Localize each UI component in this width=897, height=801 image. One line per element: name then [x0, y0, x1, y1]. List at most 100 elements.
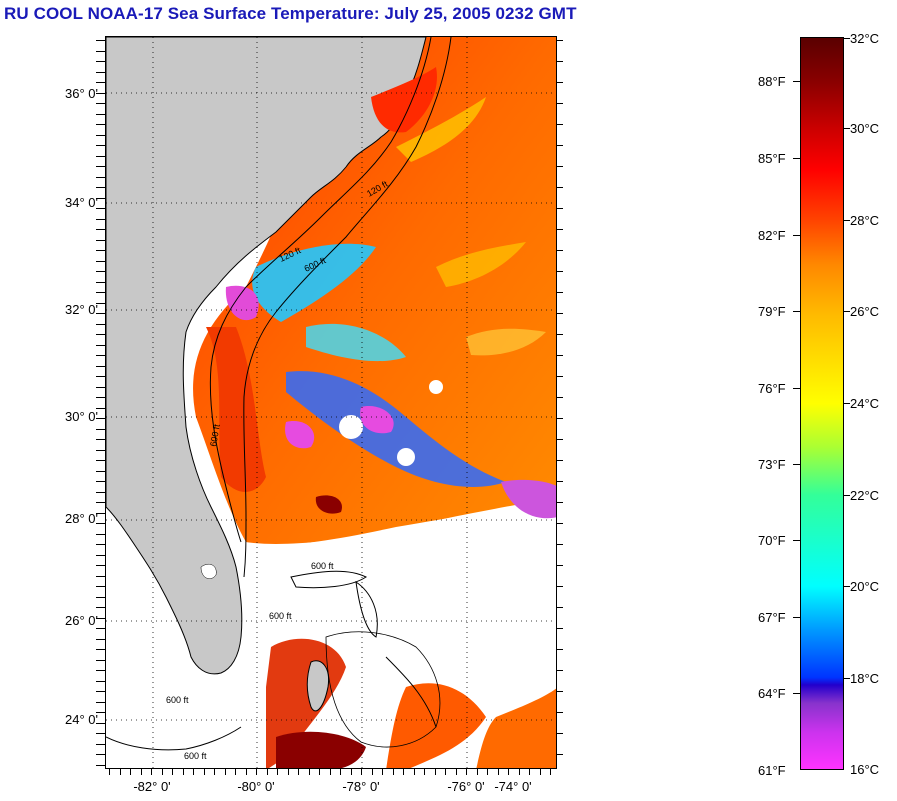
- axis-tick: [557, 376, 563, 377]
- axis-tick: [246, 769, 247, 775]
- axis-tick: [96, 565, 105, 566]
- axis-tick: [288, 769, 289, 775]
- florida-current-dark: [276, 731, 366, 768]
- colorbar-label-f: 67°F: [758, 610, 786, 625]
- axis-tick: [793, 158, 800, 159]
- cool-band-south: [286, 371, 506, 487]
- colorbar-label-f: 85°F: [758, 151, 786, 166]
- colorbar-label-c: 32°C: [850, 31, 880, 46]
- axis-tick: [557, 355, 563, 356]
- contour-label: 600 ft: [269, 611, 292, 621]
- axis-tick: [96, 408, 105, 409]
- cool-patch-pink-2: [360, 406, 394, 434]
- axis-tick: [477, 769, 478, 775]
- axis-tick: [96, 639, 105, 640]
- lon-label-82: -82° 0': [133, 779, 171, 794]
- lat-label-26: 26° 0': [65, 613, 98, 628]
- axis-tick: [96, 345, 105, 346]
- axis-tick: [557, 418, 563, 419]
- axis-tick: [557, 103, 563, 104]
- axis-tick: [96, 40, 105, 41]
- axis-tick: [96, 576, 105, 577]
- axis-tick: [96, 618, 105, 619]
- colorbar-label-c: 28°C: [850, 213, 880, 228]
- axis-tick: [557, 691, 563, 692]
- axis-tick: [844, 220, 850, 221]
- axis-tick: [557, 481, 563, 482]
- cool-band-north: [252, 243, 376, 322]
- axis-tick: [557, 649, 563, 650]
- colorbar-label-f: 88°F: [758, 74, 786, 89]
- colorbar-label-c: 20°C: [850, 579, 880, 594]
- axis-tick: [96, 513, 105, 514]
- axis-tick: [793, 311, 800, 312]
- axis-tick: [96, 607, 105, 608]
- axis-tick: [793, 235, 800, 236]
- axis-tick: [550, 769, 551, 775]
- axis-tick: [557, 733, 563, 734]
- bahamas-bank: [325, 631, 441, 748]
- axis-tick: [183, 769, 184, 775]
- contour-label: 600 ft: [208, 423, 222, 447]
- axis-tick: [319, 769, 320, 775]
- cloud-spot: [429, 380, 443, 394]
- axis-tick: [309, 769, 310, 775]
- axis-tick: [96, 282, 105, 283]
- axis-tick: [96, 387, 105, 388]
- axis-tick: [96, 450, 105, 451]
- axis-tick: [162, 769, 163, 775]
- axis-tick: [351, 769, 352, 775]
- cool-band-magenta: [225, 285, 259, 321]
- axis-tick: [844, 495, 850, 496]
- axis-tick: [96, 187, 105, 188]
- axis-tick: [96, 114, 105, 115]
- axis-tick: [96, 765, 105, 766]
- cool-patch-cyan: [306, 323, 406, 362]
- axis-tick: [403, 769, 404, 775]
- lat-label-36: 36° 0': [65, 86, 98, 101]
- axis-tick: [96, 240, 105, 241]
- axis-tick: [96, 93, 105, 94]
- axis-tick: [498, 769, 499, 775]
- bahamas-eleuthera: [385, 656, 437, 728]
- axis-tick: [96, 355, 105, 356]
- axis-tick: [557, 313, 563, 314]
- axis-tick: [141, 769, 142, 775]
- axis-tick: [151, 769, 152, 775]
- axis-tick: [96, 492, 105, 493]
- axis-tick: [793, 540, 800, 541]
- axis-tick: [96, 649, 105, 650]
- axis-tick: [96, 261, 105, 262]
- axis-tick: [96, 397, 105, 398]
- axis-tick: [424, 769, 425, 775]
- axis-tick: [267, 769, 268, 775]
- axis-tick: [96, 733, 105, 734]
- axis-tick: [96, 670, 105, 671]
- axis-tick: [96, 208, 105, 209]
- axis-tick: [557, 208, 563, 209]
- axis-tick: [793, 388, 800, 389]
- pamlico-sound-warm: [371, 67, 437, 133]
- colorbar-label-f: 76°F: [758, 381, 786, 396]
- axis-tick: [96, 754, 105, 755]
- axis-tick: [96, 691, 105, 692]
- axis-tick: [96, 303, 105, 304]
- axis-tick: [557, 145, 563, 146]
- axis-tick: [96, 628, 105, 629]
- axis-tick: [96, 702, 105, 703]
- colorbar-label-f: 64°F: [758, 686, 786, 701]
- axis-tick: [519, 769, 520, 775]
- axis-tick: [96, 723, 105, 724]
- lake-okeechobee: [200, 564, 217, 579]
- axis-tick: [277, 769, 278, 775]
- axis-tick: [96, 198, 105, 199]
- colorbar-label-f: 70°F: [758, 533, 786, 548]
- axis-tick: [109, 769, 110, 775]
- cool-patch-pink: [285, 421, 315, 449]
- axis-tick: [96, 156, 105, 157]
- colorbar-label-f: 82°F: [758, 228, 786, 243]
- axis-tick: [96, 534, 105, 535]
- axis-tick: [96, 219, 105, 220]
- axis-tick: [557, 607, 563, 608]
- axis-tick: [96, 460, 105, 461]
